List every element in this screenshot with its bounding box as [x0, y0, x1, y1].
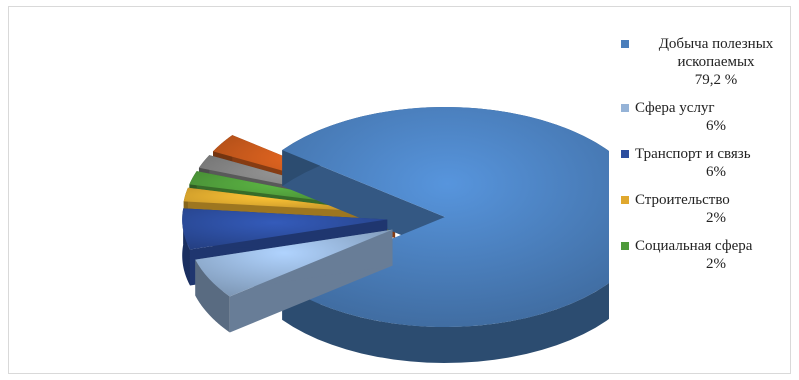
legend-value: 6% [706, 118, 726, 134]
legend-label: Строительство [635, 192, 730, 208]
slice-rim [195, 259, 230, 333]
legend-value: 2% [706, 210, 726, 226]
legend-item-construction: Строительство 2% [621, 191, 797, 227]
legend-item-mining: Добыча полезных ископаемых 79,2 % [621, 35, 797, 89]
legend-swatch [621, 242, 629, 250]
legend-value: 6% [706, 164, 726, 180]
chart-legend: Добыча полезных ископаемых 79,2 % Сфера … [621, 35, 797, 283]
slice-side-wall [282, 150, 445, 253]
legend-swatch [621, 150, 629, 158]
slice-top [182, 208, 388, 250]
legend-value: 2% [706, 256, 726, 272]
legend-item-transport: Транспорт и связь 6% [621, 145, 797, 181]
legend-swatch [621, 104, 629, 112]
pie-chart [182, 107, 609, 363]
legend-item-social: Социальная сфера 2% [621, 237, 797, 273]
legend-item-services: Сфера услуг 6% [621, 99, 797, 135]
legend-swatch [621, 40, 629, 48]
legend-label: Социальная сфера [635, 238, 753, 254]
chart-frame: Добыча полезных ископаемых 79,2 % Сфера … [8, 6, 791, 374]
legend-swatch [621, 196, 629, 204]
legend-label: Добыча полезных ископаемых [658, 36, 774, 70]
legend-label: Сфера услуг [635, 100, 715, 116]
slice-rim [182, 208, 190, 286]
legend-value: 79,2 % [694, 72, 738, 88]
legend-label: Транспорт и связь [635, 146, 751, 162]
pie-slice [195, 229, 393, 333]
slice-top [195, 229, 393, 297]
